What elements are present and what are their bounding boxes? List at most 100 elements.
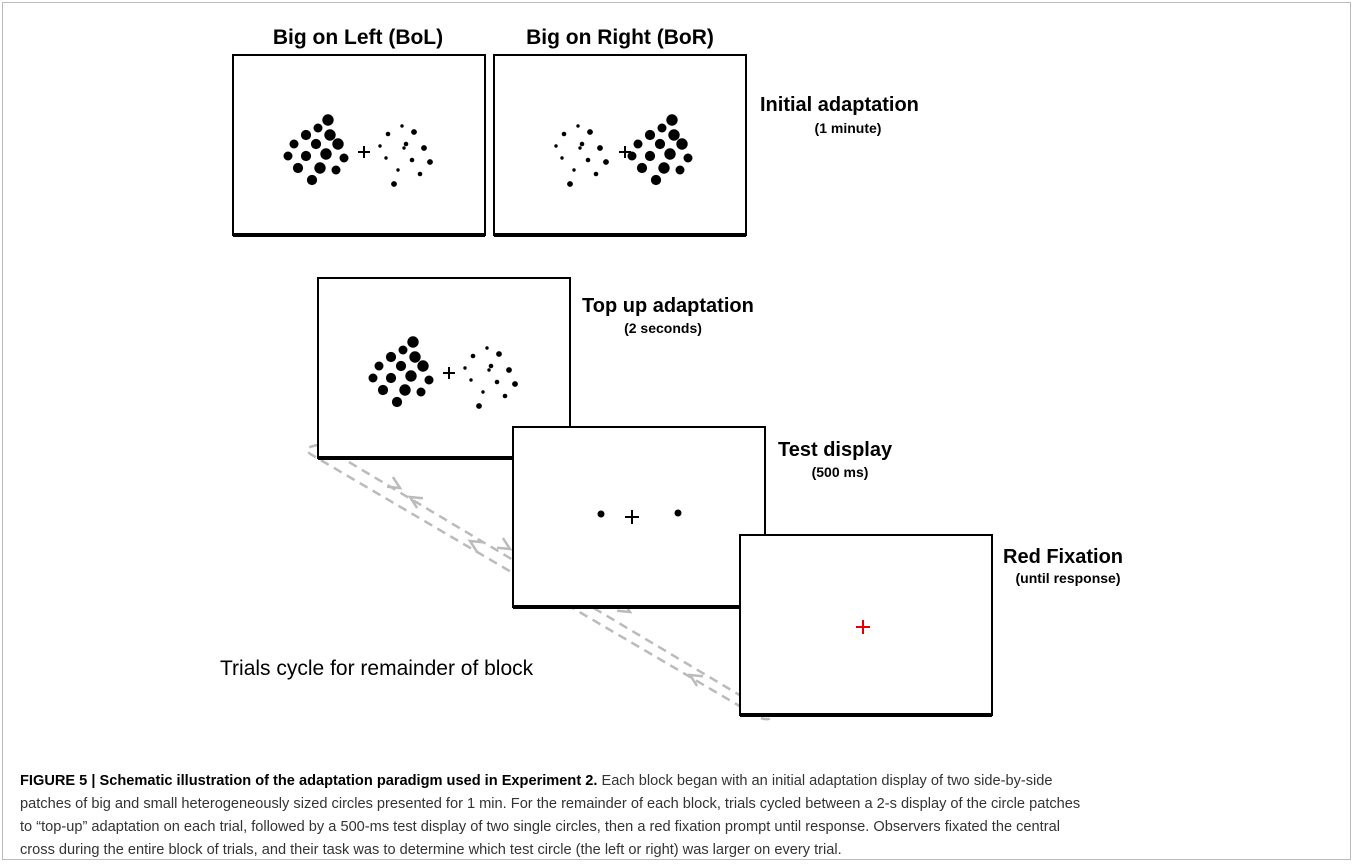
dot [409,351,421,363]
figure: Big on Left (BoL) Big on Right (BoR) Initi… [220,26,1123,721]
screen [493,54,747,236]
dot [384,156,388,160]
dot [481,390,485,394]
dot [411,129,417,135]
dot [494,379,500,385]
caption-line: cross during the entire block of trials,… [20,842,842,858]
stage-name: Red Fixation [1003,546,1123,568]
dot [654,138,666,150]
dot [395,360,407,372]
dot [416,387,426,397]
caption-text: Each block began with an initial adaptat… [597,773,1053,789]
dot [658,162,670,174]
dot [597,145,603,151]
dot [399,384,411,396]
dot [676,138,688,150]
stage-duration: (until response) [1015,570,1120,586]
dot [485,346,489,350]
dot [627,151,637,161]
dot [385,372,397,384]
dot [421,145,427,151]
dot [470,353,476,359]
dot [683,153,693,163]
dot [289,139,299,149]
arrow-head [386,476,403,490]
dot [506,367,512,373]
dot [644,150,656,162]
dot [603,159,609,165]
dot [666,114,678,126]
dot [292,162,304,174]
screen [739,534,993,716]
dot [576,124,580,128]
dot [310,138,322,150]
dot [385,131,391,137]
dot [488,363,494,369]
cycle-arrows [305,443,772,721]
dot [469,378,473,382]
dot [339,153,349,163]
dot [633,139,643,149]
dot [644,129,656,141]
stage-name: Top up adaptation [582,295,754,317]
dot [322,114,334,126]
dot [368,373,378,383]
dot [409,157,415,163]
dot [476,403,482,409]
dot [496,351,502,357]
arrow-head [407,495,424,509]
stage-name: Initial adaptation [760,94,919,116]
dot [674,509,682,517]
dot [650,174,662,186]
stage-name: Test display [778,439,893,461]
dot [424,375,434,385]
dot [396,168,400,172]
caption: FIGURE 5 | Schematic illustration of the… [20,770,1340,862]
caption-line: patches of big and small heterogeneously… [20,796,1081,812]
panel-title: Big on Right (BoR) [526,26,714,49]
dot [300,150,312,162]
dot [579,141,585,147]
dot [378,144,382,148]
stage-duration: (1 minute) [815,120,882,136]
dot [664,148,676,160]
dot [283,151,293,161]
dot [512,381,518,387]
screen [232,54,486,236]
dot [587,129,593,135]
dot [402,146,406,150]
panel-title: Big on Left (BoL) [273,26,443,49]
dot [391,396,403,408]
dot [306,174,318,186]
dot [400,124,404,128]
dot [668,129,680,141]
dot [561,131,567,137]
dot [385,351,397,363]
dot [417,360,429,372]
dot [597,510,605,518]
dot [324,129,336,141]
caption-label: FIGURE 5 | Schematic illustration of the… [20,773,598,789]
dot [398,345,408,355]
arrow-head [467,539,484,553]
dot [391,181,397,187]
dot [320,148,332,160]
dot [331,165,341,175]
arrow-head [496,537,513,551]
dot [463,366,467,370]
dot [332,138,344,150]
dot [487,368,491,372]
dot [560,156,564,160]
dot [314,162,326,174]
dot [405,370,417,382]
dot [427,159,433,165]
dot [593,171,599,177]
cycle-loop [305,443,772,721]
dot [300,129,312,141]
caption-line: to “top-up” adaptation on each trial, fo… [20,819,1060,835]
cycle-note: Trials cycle for remainder of block [220,657,534,680]
dot [377,384,389,396]
dot [572,168,576,172]
